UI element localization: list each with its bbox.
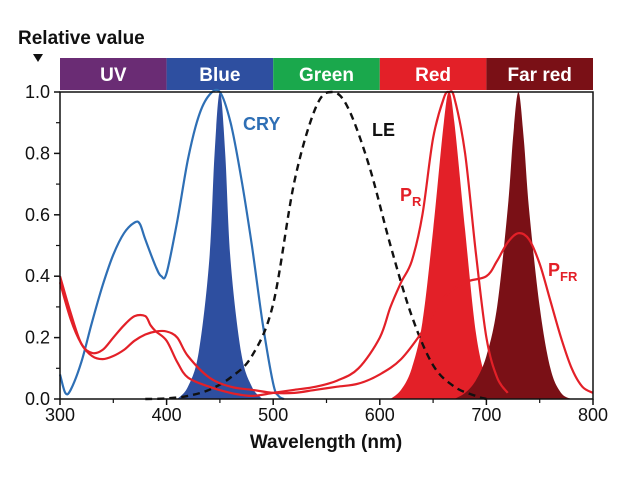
series-label-le: LE xyxy=(372,120,395,140)
band-red xyxy=(379,58,487,90)
y-tick-label: 0.6 xyxy=(25,205,50,225)
series-lines xyxy=(58,88,594,401)
series-line-p-fr xyxy=(58,232,594,395)
band-label-far-red: Far red xyxy=(507,65,571,86)
y-axis-title: Relative value xyxy=(18,28,145,49)
x-tick-label: 600 xyxy=(365,405,395,425)
x-ticks: 300 400 500 600 700 800 xyxy=(45,399,608,425)
band-green xyxy=(273,58,380,90)
band-uv xyxy=(60,58,167,90)
band-far-red xyxy=(486,58,593,90)
red-peak xyxy=(390,92,498,399)
y-ticks: 0.0 0.2 0.4 0.6 0.8 1.0 xyxy=(25,82,60,409)
band-label-green: Green xyxy=(299,65,354,86)
series-label-pr: PR xyxy=(400,185,422,209)
x-tick-label: 500 xyxy=(258,405,288,425)
y-tick-label: 0.0 xyxy=(25,389,50,409)
y-tick-label: 1.0 xyxy=(25,82,50,102)
blue-peak xyxy=(177,92,263,399)
y-tick-label: 0.2 xyxy=(25,328,50,348)
x-tick-label: 700 xyxy=(471,405,501,425)
x-axis-title: Wavelength (nm) xyxy=(250,432,402,453)
band-label-red: Red xyxy=(415,65,451,86)
x-tick-label: 300 xyxy=(45,405,75,425)
y-tick-label: 0.8 xyxy=(25,143,50,163)
band-label-blue: Blue xyxy=(199,65,240,86)
series-label-cry: CRY xyxy=(243,114,280,134)
filled-peaks xyxy=(177,92,572,399)
x-tick-label: 800 xyxy=(578,405,608,425)
band-blue xyxy=(166,58,274,90)
spectral-bands: UV Blue Green Red Far red xyxy=(60,58,593,90)
y-tick-label: 0.4 xyxy=(25,266,50,286)
series-line-cry xyxy=(58,88,285,401)
x-tick-label: 400 xyxy=(152,405,182,425)
band-label-uv: UV xyxy=(100,65,127,86)
series-line-le xyxy=(145,90,487,401)
series-label-pfr: PFR xyxy=(548,260,578,284)
far-red-peak xyxy=(454,92,572,399)
y-axis-arrow-icon xyxy=(33,54,43,62)
series-line-p-r xyxy=(58,90,509,397)
